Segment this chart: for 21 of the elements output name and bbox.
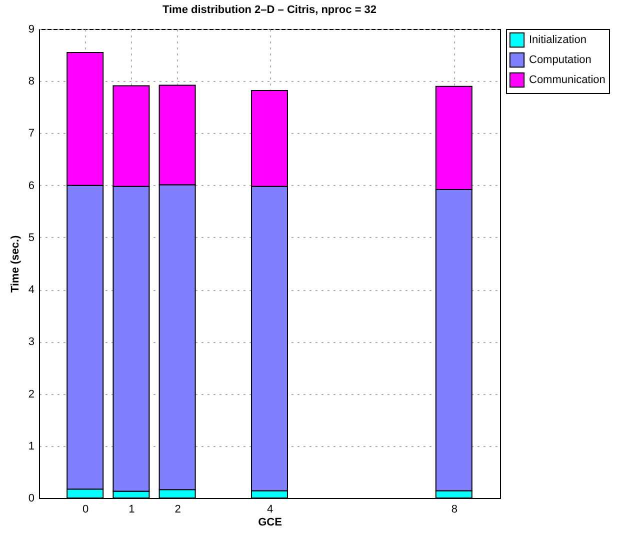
legend-label: Communication <box>529 74 606 86</box>
y-tick-label: 8 <box>28 76 34 88</box>
y-tick-label: 4 <box>28 284 34 296</box>
x-tick-label: 8 <box>451 504 458 516</box>
x-tick-label: 2 <box>174 504 181 516</box>
y-tick-label: 6 <box>28 180 34 192</box>
y-tick-label: 5 <box>28 232 34 244</box>
y-tick-label: 7 <box>28 128 34 140</box>
y-tick-label: 9 <box>28 24 34 36</box>
chart-title: Time distribution 2–D – Citris, nproc = 32 <box>162 4 377 16</box>
x-tick-label: 4 <box>266 504 274 516</box>
x-axis-title: GCE <box>258 516 282 528</box>
y-tick-label: 0 <box>28 492 34 504</box>
y-tick-label: 2 <box>28 388 34 400</box>
legend-label: Computation <box>529 54 592 66</box>
x-tick-label: 0 <box>82 504 89 516</box>
x-tick-label: 1 <box>128 504 135 516</box>
y-axis-title: Time (sec.) <box>9 235 22 293</box>
y-tick-label: 1 <box>28 440 34 452</box>
legend-label: Initialization <box>529 34 586 46</box>
y-tick-label: 3 <box>28 336 34 348</box>
